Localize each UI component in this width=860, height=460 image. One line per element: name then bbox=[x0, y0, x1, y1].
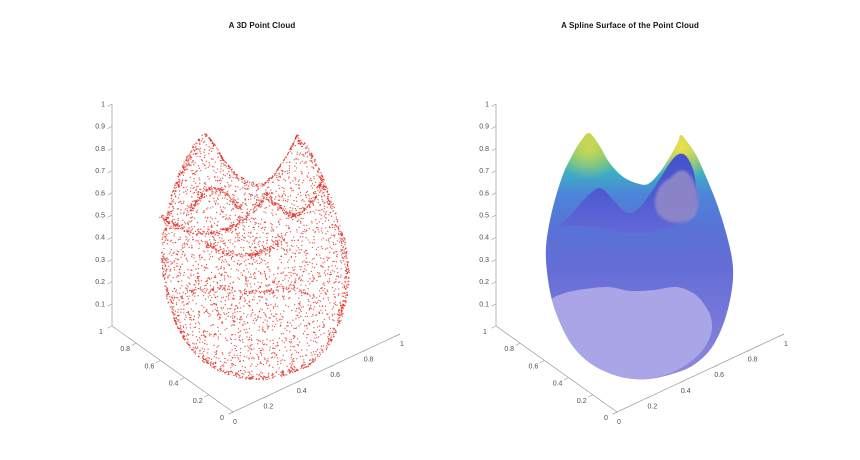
svg-text:0.6: 0.6 bbox=[145, 363, 155, 370]
svg-text:0.8: 0.8 bbox=[95, 146, 105, 153]
svg-text:0.2: 0.2 bbox=[264, 403, 274, 410]
svg-text:0: 0 bbox=[604, 415, 608, 422]
svg-text:0.3: 0.3 bbox=[479, 257, 489, 264]
svg-text:0.1: 0.1 bbox=[95, 301, 105, 308]
svg-text:0.4: 0.4 bbox=[297, 388, 307, 395]
svg-text:1: 1 bbox=[784, 341, 788, 348]
subplot1-title: A 3D Point Cloud bbox=[228, 21, 296, 30]
svg-text:0.6: 0.6 bbox=[714, 372, 724, 379]
svg-text:1: 1 bbox=[485, 102, 489, 109]
svg-text:0: 0 bbox=[617, 419, 621, 426]
svg-text:0.2: 0.2 bbox=[479, 279, 489, 286]
spline-surface bbox=[545, 132, 734, 380]
svg-text:0.2: 0.2 bbox=[193, 398, 203, 405]
svg-text:0: 0 bbox=[220, 415, 224, 422]
svg-text:0.5: 0.5 bbox=[95, 213, 105, 220]
svg-text:0.7: 0.7 bbox=[479, 168, 489, 175]
svg-text:1: 1 bbox=[483, 329, 487, 336]
svg-text:0.1: 0.1 bbox=[479, 301, 489, 308]
svg-text:0.2: 0.2 bbox=[648, 403, 658, 410]
point-cloud-points bbox=[159, 133, 350, 381]
svg-text:0: 0 bbox=[233, 419, 237, 426]
left-axes: 0 0.2 0.4 0.6 0.8 1 0 0.2 0.4 0.6 0.8 1 0.1 0.2 0.3 0.4… bbox=[95, 102, 404, 427]
svg-text:0.7: 0.7 bbox=[95, 168, 105, 175]
svg-text:1: 1 bbox=[101, 102, 105, 109]
svg-text:0.4: 0.4 bbox=[169, 381, 179, 388]
svg-text:1: 1 bbox=[99, 329, 103, 336]
svg-text:0.6: 0.6 bbox=[529, 363, 539, 370]
svg-text:0.5: 0.5 bbox=[479, 213, 489, 220]
svg-text:0.8: 0.8 bbox=[479, 146, 489, 153]
svg-text:0.8: 0.8 bbox=[120, 346, 130, 353]
svg-text:0.2: 0.2 bbox=[577, 398, 587, 405]
subplot2-title: A Spline Surface of the Point Cloud bbox=[561, 21, 699, 30]
svg-text:0.8: 0.8 bbox=[504, 346, 514, 353]
right-axes: 0 0.2 0.4 0.6 0.8 1 0 0.2 0.4 0.6 0.8 1 0.1 0.2 0.3 0.4… bbox=[479, 102, 788, 427]
svg-text:0.6: 0.6 bbox=[330, 372, 340, 379]
svg-text:0.9: 0.9 bbox=[479, 124, 489, 131]
svg-text:0.6: 0.6 bbox=[95, 190, 105, 197]
svg-text:0.4: 0.4 bbox=[479, 235, 489, 242]
svg-text:0.9: 0.9 bbox=[95, 124, 105, 131]
svg-text:0.8: 0.8 bbox=[748, 357, 758, 364]
svg-text:1: 1 bbox=[400, 341, 404, 348]
svg-text:0.8: 0.8 bbox=[364, 357, 374, 364]
svg-text:0.4: 0.4 bbox=[95, 235, 105, 242]
svg-text:0.3: 0.3 bbox=[95, 257, 105, 264]
svg-text:0.6: 0.6 bbox=[479, 190, 489, 197]
svg-text:0.4: 0.4 bbox=[553, 381, 563, 388]
svg-text:0.4: 0.4 bbox=[681, 388, 691, 395]
svg-text:0.2: 0.2 bbox=[95, 279, 105, 286]
